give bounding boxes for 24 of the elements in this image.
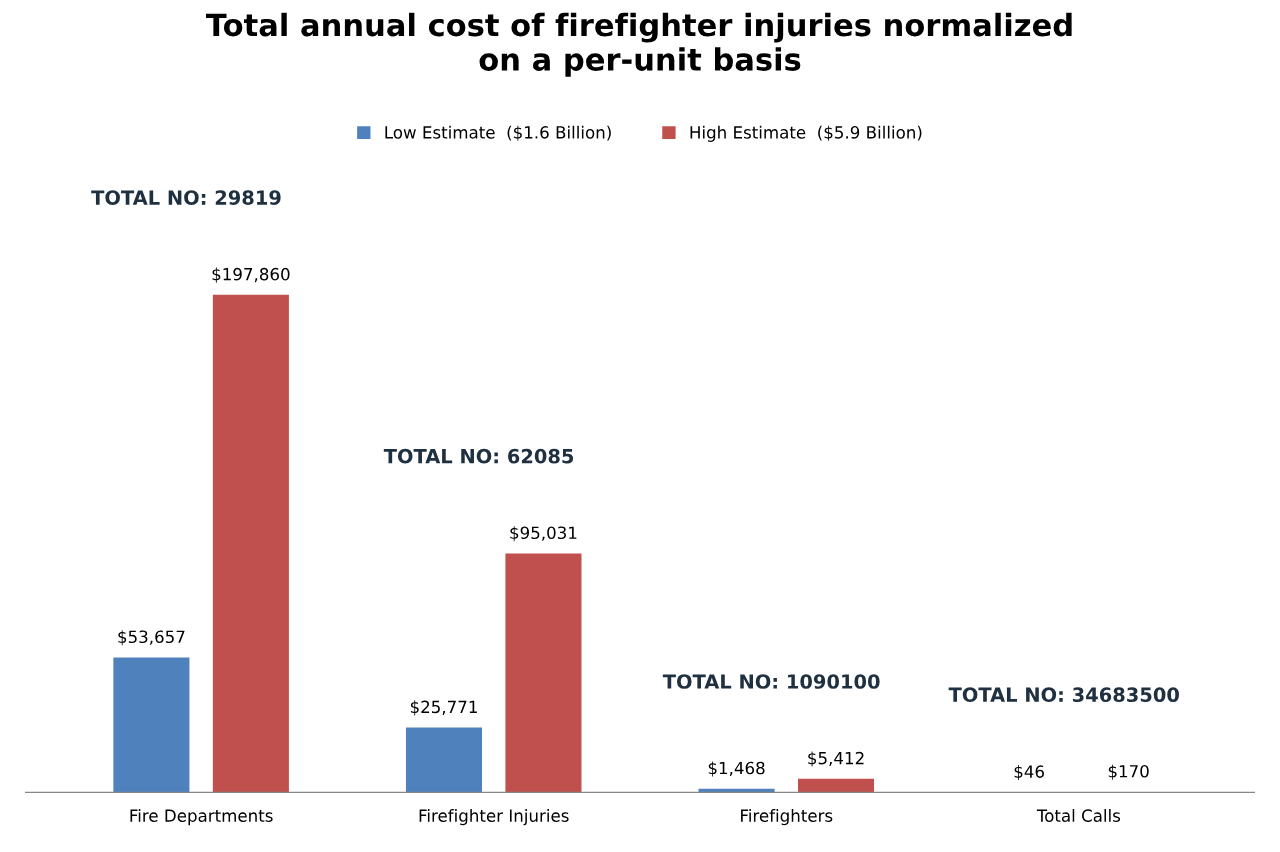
bar: [505, 553, 582, 793]
legend-label: High Estimate ($5.9 Billion): [690, 125, 922, 142]
data-label: $1,468: [708, 761, 765, 777]
x-tick-label: Firefighters: [741, 809, 833, 826]
data-label: $197,860: [212, 267, 290, 283]
chart-title: Total annual cost of firefighter injuries normalized on a per-unit basis: [205, 12, 1072, 77]
data-label: $25,771: [410, 700, 477, 716]
bar: [797, 778, 875, 793]
bar: [212, 294, 289, 793]
bar: [405, 727, 483, 793]
data-label: $95,031: [510, 526, 577, 542]
x-tick-label: Fire Departments: [130, 809, 273, 826]
annotation: TOTAL NO: 62085: [383, 448, 574, 464]
x-tick-label: Firefighter Injuries: [419, 809, 569, 826]
text: TOTAL NO: 29819: [91, 190, 281, 205]
data-label: $53,657: [118, 630, 185, 646]
x-tick-label: Total Calls: [1036, 809, 1121, 822]
annotation: TOTAL NO: 1090100: [662, 674, 880, 689]
data-label: $5,412: [808, 751, 864, 767]
data-label: $46: [1014, 765, 1044, 781]
data-label: $170: [1108, 764, 1149, 780]
bar: [113, 657, 190, 793]
annotation: TOTAL NO: 34683500: [948, 687, 1179, 703]
legend-label: Low Estimate ($1.6 Billion): [385, 125, 611, 141]
